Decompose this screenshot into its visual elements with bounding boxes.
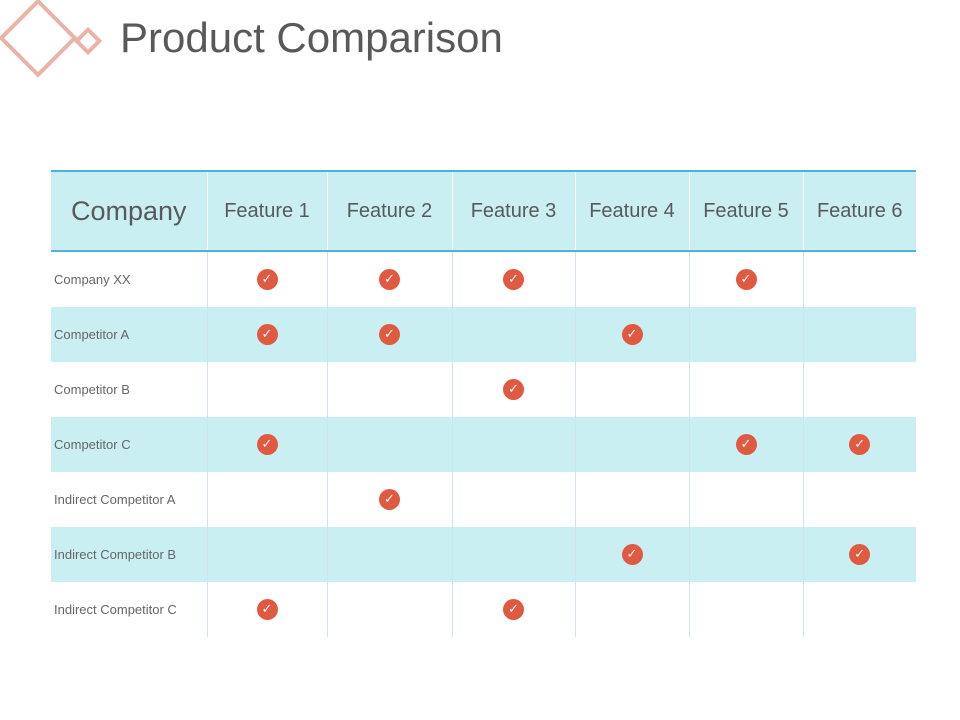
page-title: Product Comparison: [120, 14, 503, 61]
company-name-cell: Indirect Competitor C: [54, 602, 177, 617]
feature-cell: [802, 472, 916, 527]
feature-cell: [802, 582, 916, 637]
feature-cell: [574, 472, 689, 527]
table-row: Indirect Competitor C ✓ ✓: [51, 582, 916, 637]
checkmark-circle-icon: ✓: [256, 269, 278, 290]
table-row: Company XX ✓ ✓ ✓ ✓: [51, 251, 916, 307]
company-name-cell: Competitor C: [51, 417, 207, 472]
company-name-cell: Company XX: [54, 272, 131, 287]
feature-cell: ✓: [326, 307, 452, 362]
feature-cell: [688, 472, 803, 527]
feature-column-header: Feature 3: [451, 170, 575, 252]
table-header-row: Company Feature 1 Feature 2 Feature 3 Fe…: [51, 170, 916, 252]
company-column-header: Company: [51, 170, 207, 252]
feature-column-header: Feature 1: [206, 170, 327, 252]
company-name-cell: Competitor A: [51, 307, 207, 362]
table-row: Indirect Competitor B ✓ ✓: [51, 527, 916, 582]
checkmark-circle-icon: ✓: [503, 269, 524, 290]
feature-cell: ✓: [574, 307, 689, 362]
company-name-cell: Indirect Competitor B: [51, 527, 207, 582]
table-body: Company XX ✓ ✓ ✓ ✓ Competitor A ✓ ✓ ✓ Competitor …: [51, 251, 916, 637]
feature-cell: [451, 417, 575, 472]
feature-cell: [326, 527, 452, 582]
feature-cell: [574, 362, 689, 417]
feature-cell: ✓: [206, 251, 327, 307]
checkmark-circle-icon: ✓: [621, 544, 643, 565]
feature-cell: [688, 307, 803, 362]
checkmark-circle-icon: ✓: [503, 379, 524, 400]
table-row: Indirect Competitor A ✓: [51, 472, 916, 527]
feature-cell: [326, 417, 452, 472]
checkmark-circle-icon: ✓: [256, 599, 278, 620]
feature-cell: [688, 362, 803, 417]
checkmark-circle-icon: ✓: [735, 434, 757, 455]
checkmark-circle-icon: ✓: [621, 324, 643, 345]
feature-cell: [688, 527, 803, 582]
checkmark-circle-icon: ✓: [379, 269, 400, 290]
feature-cell: [451, 307, 575, 362]
feature-cell: [574, 417, 689, 472]
feature-cell: ✓: [688, 417, 803, 472]
feature-cell: [206, 527, 327, 582]
feature-column-header: Feature 5: [688, 170, 803, 252]
feature-cell: [206, 362, 327, 417]
company-name-cell: Indirect Competitor A: [54, 492, 176, 507]
feature-cell: [326, 362, 452, 417]
feature-cell: [206, 472, 327, 527]
feature-cell: ✓: [451, 582, 575, 637]
feature-cell: [574, 251, 689, 307]
feature-cell: [802, 362, 916, 417]
feature-cell: ✓: [688, 251, 803, 307]
table-row: Competitor C ✓ ✓ ✓: [51, 417, 916, 472]
feature-cell: ✓: [206, 582, 327, 637]
checkmark-circle-icon: ✓: [256, 434, 278, 455]
feature-cell: [688, 582, 803, 637]
feature-cell: [451, 472, 575, 527]
comparison-table: Company Feature 1 Feature 2 Feature 3 Fe…: [51, 170, 916, 637]
table-row: Competitor A ✓ ✓ ✓: [51, 307, 916, 362]
feature-cell: [574, 582, 689, 637]
feature-cell: ✓: [574, 527, 689, 582]
feature-column-header: Feature 4: [574, 170, 689, 252]
checkmark-circle-icon: ✓: [379, 324, 400, 345]
feature-cell: [326, 582, 452, 637]
feature-cell: ✓: [451, 362, 575, 417]
checkmark-circle-icon: ✓: [256, 324, 278, 345]
feature-cell: ✓: [802, 417, 916, 472]
feature-cell: ✓: [326, 472, 452, 527]
company-name-cell: Competitor B: [54, 382, 130, 397]
checkmark-circle-icon: ✓: [735, 269, 757, 290]
feature-cell: ✓: [206, 417, 327, 472]
feature-cell: ✓: [451, 251, 575, 307]
feature-cell: [802, 307, 916, 362]
feature-cell: ✓: [802, 527, 916, 582]
checkmark-circle-icon: ✓: [503, 599, 524, 620]
feature-column-header: Feature 6: [802, 170, 916, 252]
table-row: Competitor B ✓: [51, 362, 916, 417]
diamond-logo-icon: [0, 0, 103, 78]
feature-cell: ✓: [326, 251, 452, 307]
checkmark-circle-icon: ✓: [849, 544, 871, 565]
feature-cell: ✓: [206, 307, 327, 362]
checkmark-circle-icon: ✓: [849, 434, 871, 455]
feature-cell: [802, 251, 916, 307]
feature-column-header: Feature 2: [326, 170, 452, 252]
checkmark-circle-icon: ✓: [379, 489, 400, 510]
feature-cell: [451, 527, 575, 582]
